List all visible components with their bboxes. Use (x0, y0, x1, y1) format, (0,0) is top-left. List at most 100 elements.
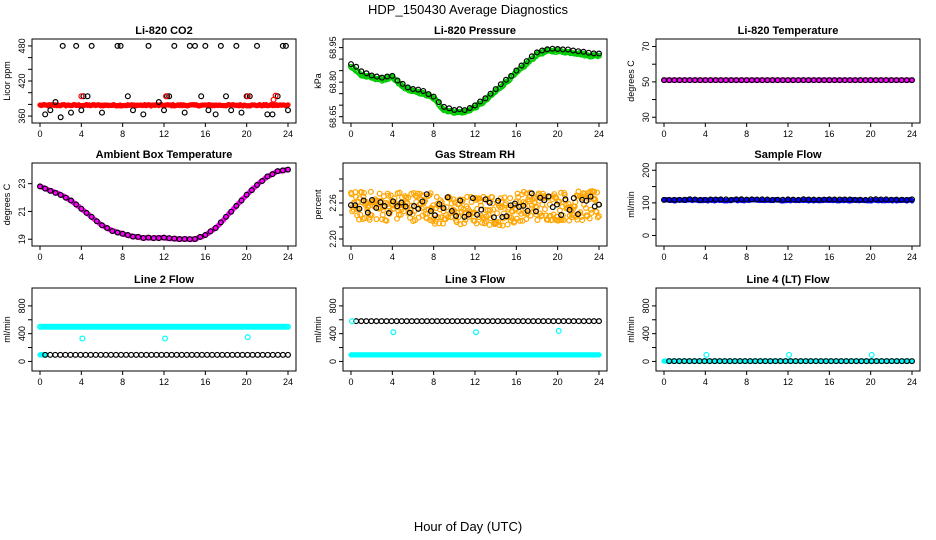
x-tick-label: 24 (283, 377, 293, 387)
data-point (192, 42, 199, 49)
data-point (148, 351, 155, 358)
x-tick-label: 16 (824, 129, 834, 139)
data-point (285, 107, 292, 114)
data-point (140, 111, 147, 118)
data-point (264, 351, 271, 358)
data-point (423, 318, 430, 325)
data-point (259, 351, 266, 358)
data-point (52, 351, 59, 358)
data-point (98, 109, 105, 116)
data-point (248, 187, 255, 194)
data-point (389, 72, 396, 79)
data-point (402, 193, 409, 200)
data-point (79, 335, 86, 342)
y-tick-label: 2.20 (328, 230, 338, 248)
data-point (508, 72, 515, 79)
data-point (583, 197, 590, 204)
data-point (416, 190, 423, 197)
x-tick-label: 4 (703, 252, 708, 262)
x-tick-label: 20 (553, 129, 563, 139)
data-point (114, 229, 121, 236)
data-point (545, 318, 552, 325)
data-point (908, 77, 915, 84)
y-tick-label: 0 (328, 359, 338, 364)
data-point (518, 62, 525, 69)
data-point (383, 318, 390, 325)
data-point (193, 351, 200, 358)
data-point (446, 105, 453, 112)
data-point (367, 188, 374, 195)
data-point (427, 190, 434, 197)
data-point (448, 207, 455, 214)
data-point (77, 351, 84, 358)
data-point (394, 203, 401, 210)
data-point (396, 189, 403, 196)
x-tick-label: 16 (200, 377, 210, 387)
data-point (484, 318, 491, 325)
panel-title: Ambient Box Temperature (96, 149, 233, 161)
data-point (473, 220, 480, 227)
x-tick-label: 8 (431, 377, 436, 387)
x-tick-label: 4 (390, 129, 395, 139)
data-point (228, 107, 235, 114)
data-point (489, 318, 496, 325)
data-point (57, 351, 64, 358)
y-tick-label: 19 (17, 234, 27, 244)
panel-7: Line 3 Flow ml/min 0 4 8 12 16 20 24 0 400 800 (313, 274, 608, 387)
x-tick-label: 16 (511, 129, 521, 139)
y-tick-label: 68.80 (328, 71, 338, 94)
data-point (244, 93, 251, 100)
data-point (272, 92, 279, 99)
data-point (352, 202, 359, 209)
data-point (394, 77, 401, 84)
data-point (570, 318, 577, 325)
data-point (490, 214, 497, 221)
panel-title: Li-820 Temperature (738, 25, 839, 37)
data-point (219, 351, 226, 358)
data-point (83, 209, 90, 216)
x-tick-label: 12 (470, 252, 480, 262)
data-point (171, 42, 178, 49)
data-point (444, 318, 451, 325)
data-point (393, 318, 400, 325)
x-tick-label: 20 (242, 252, 252, 262)
data-point (594, 189, 601, 196)
data-point (418, 318, 425, 325)
data-point (494, 318, 501, 325)
panel-2: Li-820 Temperature degrees C 0 4 8 12 16 20 24 30… (626, 25, 921, 139)
data-point (474, 318, 481, 325)
data-point (454, 318, 461, 325)
data-point (243, 191, 250, 198)
data-point (214, 351, 221, 358)
data-point (387, 192, 394, 199)
data-point (92, 351, 99, 358)
data-point (47, 187, 54, 194)
data-point (523, 58, 530, 65)
data-point (388, 318, 395, 325)
data-point (264, 173, 271, 180)
data-point (499, 222, 506, 229)
panel-title: Gas Stream RH (435, 149, 515, 161)
series-cyan-lower (348, 352, 602, 358)
y-tick-label: 800 (17, 298, 27, 313)
data-point (59, 42, 66, 49)
data-point (398, 199, 405, 206)
data-point (42, 111, 49, 118)
data-point (524, 207, 531, 214)
data-point (595, 52, 602, 59)
y-tick-label: 21 (17, 206, 27, 216)
data-point (415, 205, 422, 212)
x-tick-label: 20 (553, 252, 563, 262)
data-point (464, 318, 471, 325)
x-tick-label: 24 (594, 129, 604, 139)
data-point (254, 182, 261, 189)
figure-title: HDP_150430 Average Diagnostics (368, 2, 568, 17)
x-tick-label: 12 (159, 252, 169, 262)
data-point (520, 188, 527, 195)
y-tick-label: 360 (17, 109, 27, 124)
data-point (352, 193, 359, 200)
x-tick-label: 0 (348, 377, 353, 387)
data-point (143, 351, 150, 358)
data-point (486, 199, 493, 206)
